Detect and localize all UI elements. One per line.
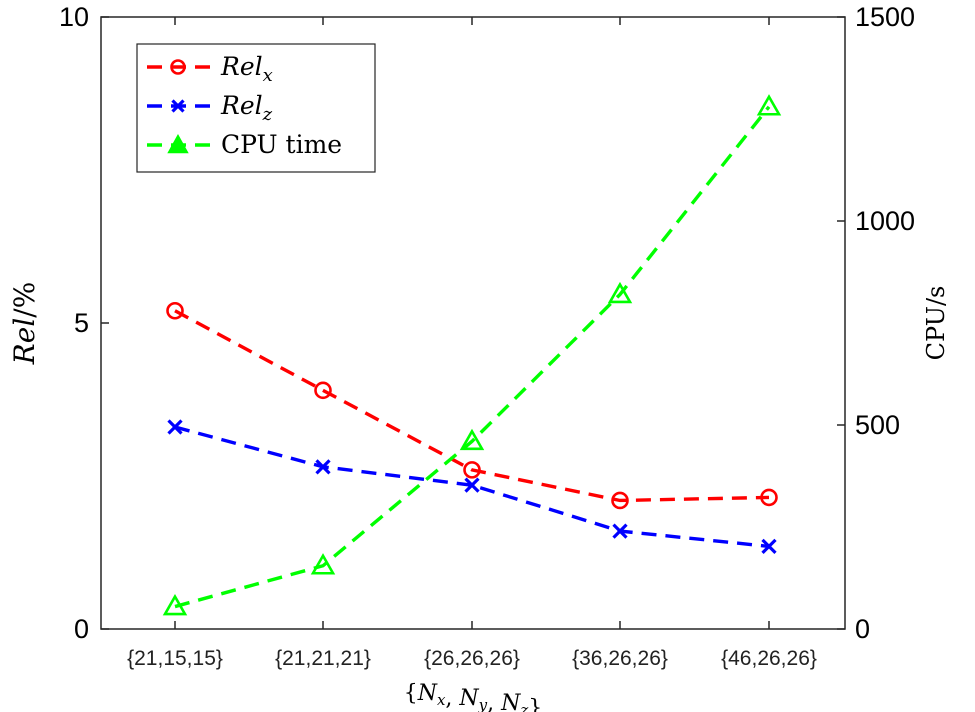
left-y-tick: 5 [74,308,109,338]
legend-label: Relx [220,52,273,86]
legend-item-cpu-time: CPU time [147,130,342,159]
data-point-rel-z [464,477,480,493]
svg-text:Rel/%: Rel/% [8,282,41,366]
data-point-rel-z [167,419,183,435]
data-point-cpu-time [607,281,633,304]
x-tick-label: {21,15,15} [127,647,223,670]
x-tick-label: {46,26,26} [721,647,817,670]
x-tick-label: {21,21,21} [275,647,371,670]
x-tick: {36,26,26} [572,17,668,670]
left-y-tick-label: 0 [74,614,89,644]
series-line-rel-x [174,309,770,503]
left-axis-title: Rel/% [8,282,41,366]
right-y-tick: 500 [837,410,900,440]
right-y-tick: 0 [837,614,870,644]
right-y-tick-label: 1500 [855,2,915,32]
data-point-rel-x [463,461,481,479]
legend-item-rel-z: Relz [147,91,273,125]
data-point-rel-z [612,523,628,539]
data-point-cpu-time [162,593,188,616]
data-point-cpu-time [756,94,782,116]
x-tick: {46,26,26} [721,17,817,670]
data-point-rel-x [166,301,184,320]
legend-item-rel-x: Relx [147,52,273,86]
right-y-tick-label: 500 [855,410,900,440]
legend-label: Relz [220,91,273,125]
data-point-cpu-time [459,428,485,451]
data-point-rel-x [760,488,778,507]
right-y-tick: 1000 [837,206,915,236]
x-tick: {26,26,26} [424,17,520,670]
right-y-tick-label: 0 [855,614,870,644]
left-y-tick-label: 5 [74,308,89,338]
left-y-tick: 0 [74,614,109,644]
data-point-rel-z [761,538,777,555]
data-point-cpu-time [310,553,336,575]
right-y-tick: 1500 [837,2,915,32]
right-axis-title: CPU/s [922,286,950,361]
left-y-tick: 10 [59,2,109,32]
legend-label: CPU time [221,130,342,159]
x-tick-label: {26,26,26} [424,647,520,670]
x-axis-title: {Nx, Ny, Nz} [404,681,543,712]
series-line-rel-z [174,425,770,549]
legend: Relx Relz CPU time [136,43,376,173]
x-tick-label: {36,26,26} [572,647,668,670]
right-y-tick-label: 1000 [855,206,915,236]
data-point-rel-x [611,491,629,510]
data-point-rel-x [314,381,332,400]
svg-text:CPU/s: CPU/s [922,286,950,361]
series-line-cpu-time [174,105,771,609]
data-point-rel-z [315,459,331,475]
x-tick: {21,21,21} [275,17,371,670]
svg-text:{Nx, Ny, Nz}: {Nx, Ny, Nz} [404,681,543,712]
x-tick: {21,15,15} [127,17,223,670]
left-y-tick-label: 10 [59,2,89,32]
